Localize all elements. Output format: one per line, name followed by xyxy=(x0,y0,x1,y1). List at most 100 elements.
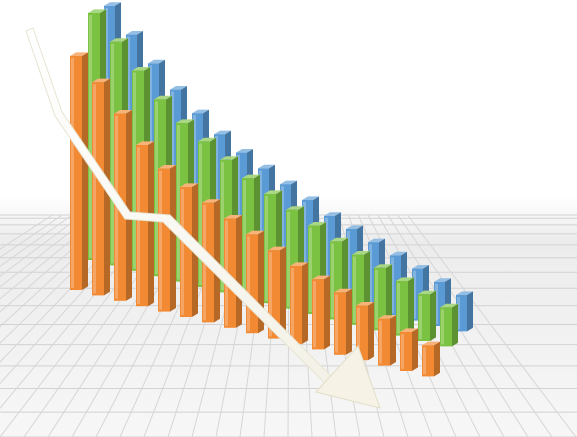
bar xyxy=(346,229,357,305)
bar-top xyxy=(70,52,88,56)
bar-highlight xyxy=(457,297,460,330)
bar-top xyxy=(180,183,198,187)
bar-highlight xyxy=(287,211,290,307)
bar-highlight xyxy=(71,58,74,288)
bar-highlight xyxy=(221,161,224,291)
bar-top xyxy=(246,230,264,235)
bar-top xyxy=(440,303,458,308)
bar-top xyxy=(224,215,242,219)
grid-line xyxy=(0,214,103,300)
bar-side xyxy=(386,264,392,331)
trend-arrow-head xyxy=(315,345,381,409)
bar-highlight xyxy=(423,347,426,375)
bar-highlight xyxy=(335,294,338,353)
grid-line xyxy=(407,214,577,437)
bar-side xyxy=(302,262,308,344)
grid-line xyxy=(0,214,63,258)
bar-highlight xyxy=(401,334,404,369)
bar-highlight xyxy=(379,320,382,364)
bar-top xyxy=(396,277,414,281)
bar-top xyxy=(198,137,216,142)
grid-line xyxy=(0,214,93,288)
bar-highlight xyxy=(357,307,360,359)
bar-highlight xyxy=(309,227,312,312)
bar-top xyxy=(192,109,209,114)
bar-side xyxy=(346,288,352,355)
bar-top xyxy=(286,206,304,210)
bar xyxy=(434,281,445,326)
bar-highlight xyxy=(93,84,96,294)
bar-highlight xyxy=(325,217,328,297)
bar-highlight xyxy=(313,281,316,348)
bar-top xyxy=(136,141,154,145)
bar-side xyxy=(434,341,440,377)
bar-side xyxy=(214,199,220,323)
bar-side xyxy=(148,141,154,307)
bar-side xyxy=(430,290,436,341)
bar-top xyxy=(280,180,297,185)
grid-line xyxy=(397,214,553,437)
bar-side xyxy=(82,52,88,291)
bar xyxy=(324,215,335,299)
bar-highlight xyxy=(199,143,202,285)
bar-highlight xyxy=(181,189,184,315)
bar-top xyxy=(378,315,396,319)
bar-top xyxy=(264,190,282,194)
bar-top xyxy=(104,2,121,6)
bar-top xyxy=(434,278,451,282)
bar-top xyxy=(334,288,352,293)
bar-highlight xyxy=(269,252,272,337)
bar-top xyxy=(236,149,253,153)
bar-top xyxy=(92,78,110,83)
bar-top xyxy=(290,262,308,266)
bar-top xyxy=(346,225,363,229)
bar-side xyxy=(412,328,418,371)
bar-side xyxy=(236,215,242,328)
bar-top xyxy=(390,251,407,256)
bar-highlight xyxy=(369,244,372,308)
bar-top xyxy=(154,95,172,100)
bar-highlight xyxy=(159,170,162,310)
bar-highlight xyxy=(413,270,416,319)
bar-top xyxy=(214,130,231,135)
bar-highlight xyxy=(111,43,114,264)
bar-highlight xyxy=(397,283,400,334)
bar-top xyxy=(170,86,187,90)
bar-top xyxy=(268,246,286,251)
bar-top xyxy=(114,110,132,114)
bar-top xyxy=(422,341,440,346)
bar-top xyxy=(202,199,220,203)
bar-side xyxy=(170,165,176,312)
bar-highlight xyxy=(243,180,246,296)
grid-line xyxy=(0,214,83,277)
bar-top xyxy=(258,164,275,169)
bar-side xyxy=(390,315,396,366)
grid-line xyxy=(0,214,73,267)
bar-highlight xyxy=(137,147,140,305)
bar xyxy=(412,268,423,321)
bar-highlight xyxy=(441,309,444,345)
bar-top xyxy=(126,31,143,35)
bar-top xyxy=(324,212,341,216)
bar-highlight xyxy=(375,269,378,329)
bar-highlight xyxy=(291,268,294,342)
bar-top xyxy=(148,59,165,64)
bar-top xyxy=(312,275,330,280)
bar-top xyxy=(374,264,392,268)
bar-top xyxy=(302,196,319,200)
trend-arrow xyxy=(25,27,381,409)
bar-top xyxy=(368,238,385,243)
bar-top xyxy=(418,290,436,295)
bar xyxy=(390,255,401,316)
bar-highlight xyxy=(265,196,268,302)
bar-top xyxy=(308,222,326,226)
bar-highlight xyxy=(347,231,350,303)
bar-highlight xyxy=(303,202,306,292)
bar-highlight xyxy=(259,170,262,281)
bar-series-group xyxy=(70,2,473,377)
bar-highlight xyxy=(419,296,422,339)
bar-side xyxy=(280,246,286,339)
bar-side xyxy=(452,303,458,347)
bar-top xyxy=(88,9,106,13)
